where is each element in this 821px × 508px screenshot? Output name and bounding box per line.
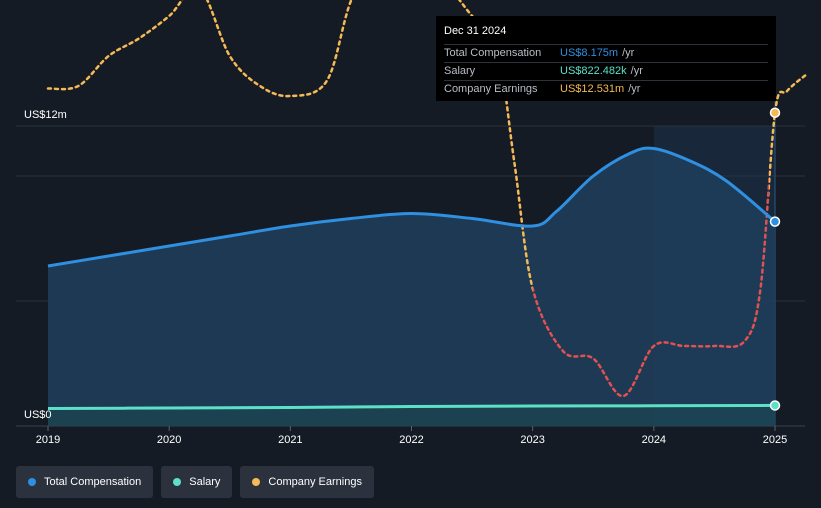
x-axis-ticks: 2019 2020 2021 2022 2023 2024 2025 xyxy=(36,426,787,446)
legend-label: Salary xyxy=(189,476,221,488)
x-tick-label: 2024 xyxy=(642,434,666,446)
series-end-point xyxy=(769,216,781,227)
earnings-line-negative xyxy=(532,167,769,398)
tooltip-label: Salary xyxy=(444,65,476,77)
salary-line xyxy=(47,403,776,410)
tooltip-unit: /yr xyxy=(622,47,635,59)
x-tick-label: 2020 xyxy=(157,434,181,446)
tooltip-value: US$822.482k xyxy=(560,65,627,77)
legend: Total Compensation Salary Company Earnin… xyxy=(16,466,374,498)
tooltip-row-salary: Salary US$822.482k /yr xyxy=(444,62,768,80)
series-lines xyxy=(46,0,809,410)
compensation-area xyxy=(48,148,775,427)
salary-area-fill xyxy=(48,405,775,426)
legend-label: Company Earnings xyxy=(268,476,362,488)
tooltip-value: US$8.175m xyxy=(560,47,619,59)
legend-dot-icon xyxy=(252,478,261,486)
x-tick-label: 2021 xyxy=(278,434,302,446)
tooltip-unit: /yr xyxy=(628,83,641,95)
tooltip-value: US$12.531m xyxy=(560,83,625,95)
x-tick-label: 2019 xyxy=(36,434,60,446)
legend-dot-icon xyxy=(173,478,182,486)
legend-label: Total Compensation xyxy=(44,476,142,488)
series-points xyxy=(769,107,781,411)
tooltip-label: Total Compensation xyxy=(444,47,542,59)
legend-item-total-compensation[interactable]: Total Compensation xyxy=(16,466,154,498)
total-compensation-line xyxy=(47,146,776,268)
y-axis-bottom-label: US$0 xyxy=(24,409,52,421)
tooltip: Dec 31 2024 Total Compensation US$8.175m… xyxy=(436,16,776,101)
x-tick-label: 2022 xyxy=(399,434,423,446)
series-end-point xyxy=(769,400,781,411)
y-axis-top-label: US$12m xyxy=(24,109,67,121)
tooltip-unit: /yr xyxy=(630,65,643,77)
series-end-point xyxy=(769,107,781,118)
compensation-area-fill xyxy=(48,148,775,427)
tooltip-row-company-earnings: Company Earnings US$12.531m /yr xyxy=(444,80,768,98)
x-tick-label: 2023 xyxy=(520,434,544,446)
tooltip-row-total-compensation: Total Compensation US$8.175m /yr xyxy=(444,44,768,62)
legend-dot-icon xyxy=(28,478,36,486)
legend-item-salary[interactable]: Salary xyxy=(161,466,233,498)
x-tick-label: 2025 xyxy=(763,434,787,446)
legend-item-company-earnings[interactable]: Company Earnings xyxy=(240,466,374,498)
tooltip-date: Dec 31 2024 xyxy=(444,25,507,37)
tooltip-label: Company Earnings xyxy=(444,83,538,95)
